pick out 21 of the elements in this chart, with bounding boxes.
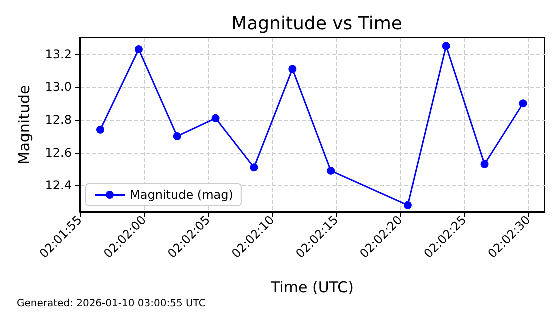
- point: [212, 114, 220, 122]
- point: [327, 166, 336, 175]
- point: [404, 201, 412, 210]
- y-tick-label: 13.2: [45, 47, 72, 62]
- chart-title: Magnitude vs Time: [232, 14, 402, 34]
- point: [96, 126, 105, 134]
- y-tick-label: 12.6: [45, 146, 72, 160]
- y-tick-label: 13.0: [45, 80, 72, 94]
- point: [288, 65, 297, 74]
- x-axis-title: Time (UTC): [270, 278, 354, 296]
- y-tick-label: 12.8: [45, 113, 72, 128]
- y-axis-title: Magnitude: [16, 85, 34, 165]
- legend-label: Magnitude (mag): [130, 188, 234, 202]
- text: Generated: 2026-01-10 03:00:55 UTC: [17, 298, 206, 310]
- y-tick-label: 12.4: [45, 178, 72, 193]
- point: [519, 100, 528, 108]
- point: [250, 164, 258, 172]
- point: [134, 45, 143, 54]
- point: [173, 132, 182, 140]
- point: [442, 42, 450, 50]
- point: [480, 160, 489, 168]
